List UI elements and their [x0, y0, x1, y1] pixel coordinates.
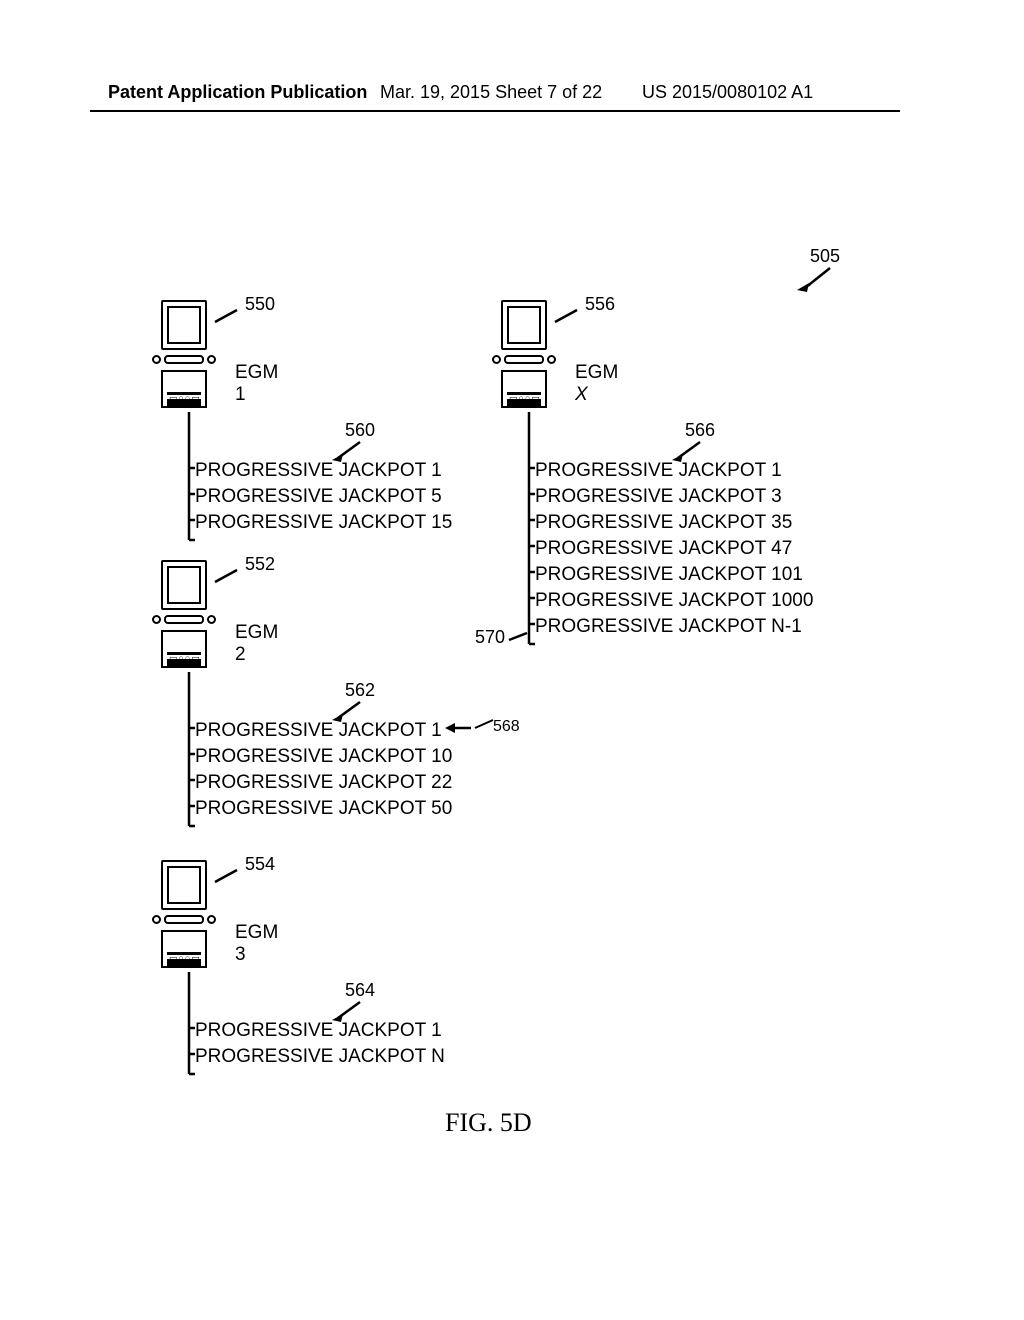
- egmx-icon-lead: [553, 308, 583, 326]
- egm2-icon-lead: [213, 568, 243, 586]
- header-mid: Mar. 19, 2015 Sheet 7 of 22: [380, 82, 602, 103]
- egmx-label: EGM X: [575, 362, 618, 406]
- egm2-jack-4: PROGRESSIVE JACKPOT 50: [195, 796, 452, 822]
- egm2-jackpots: PROGRESSIVE JACKPOT 1 PROGRESSIVE JACKPO…: [195, 718, 452, 822]
- egm3-ref-list: 564: [345, 980, 375, 1001]
- egmx-ref-icon: 556: [585, 294, 615, 315]
- egm1-label: EGM 1: [235, 362, 278, 406]
- egmx-jack-5: PROGRESSIVE JACKPOT 101: [535, 562, 813, 588]
- egm1-icon-lead: [213, 308, 243, 326]
- ref-505: 505: [810, 246, 840, 267]
- egm1-jack-3: PROGRESSIVE JACKPOT 15: [195, 510, 452, 536]
- egm3-bracket: [183, 972, 195, 1078]
- figure-caption: FIG. 5D: [445, 1108, 532, 1138]
- ref-568-lead: [473, 718, 495, 734]
- egm3-jack-2: PROGRESSIVE JACKPOT N: [195, 1044, 445, 1070]
- header-left: Patent Application Publication: [108, 82, 367, 103]
- egm2-jack-3: PROGRESSIVE JACKPOT 22: [195, 770, 452, 796]
- egmx-label-prefix: EGM: [575, 362, 618, 383]
- egm3-icon: ▭○○▭: [155, 860, 213, 968]
- egmx-jack-1: PROGRESSIVE JACKPOT 1: [535, 458, 813, 484]
- egmx-jack-4: PROGRESSIVE JACKPOT 47: [535, 536, 813, 562]
- egm2-label: EGM 2: [235, 622, 278, 666]
- egm1-ref-list: 560: [345, 420, 375, 441]
- egmx-label-x: X: [575, 384, 588, 405]
- egmx-jackpots: PROGRESSIVE JACKPOT 1 PROGRESSIVE JACKPO…: [535, 458, 813, 640]
- egmx-jack-6: PROGRESSIVE JACKPOT 1000: [535, 588, 813, 614]
- ref-568-arrow: [445, 720, 473, 736]
- egm2-jack-2: PROGRESSIVE JACKPOT 10: [195, 744, 452, 770]
- egm1-jack-1: PROGRESSIVE JACKPOT 1: [195, 458, 452, 484]
- egm2-jack-1: PROGRESSIVE JACKPOT 1: [195, 718, 452, 744]
- egm1-icon: ▭○○▭: [155, 300, 213, 408]
- egmx-ref-list: 566: [685, 420, 715, 441]
- egmx-jack-3: PROGRESSIVE JACKPOT 35: [535, 510, 813, 536]
- egmx-bracket: [523, 412, 535, 648]
- egm1-jack-2: PROGRESSIVE JACKPOT 5: [195, 484, 452, 510]
- egm3-icon-lead: [213, 868, 243, 886]
- egm3-jack-1: PROGRESSIVE JACKPOT 1: [195, 1018, 445, 1044]
- egm3-ref-icon: 554: [245, 854, 275, 875]
- egm2-ref-icon: 552: [245, 554, 275, 575]
- ref-570-lead: [507, 630, 529, 644]
- egm2-bracket: [183, 672, 195, 830]
- egmx-jack-2: PROGRESSIVE JACKPOT 3: [535, 484, 813, 510]
- egm3-jackpots: PROGRESSIVE JACKPOT 1 PROGRESSIVE JACKPO…: [195, 1018, 445, 1070]
- ref-570: 570: [475, 627, 505, 648]
- egm1-ref-icon: 550: [245, 294, 275, 315]
- ref-505-lead: [795, 266, 835, 292]
- egmx-icon: ▭○○▭: [495, 300, 553, 408]
- egm1-bracket: [183, 412, 195, 544]
- egm2-ref-list: 562: [345, 680, 375, 701]
- header-rule: [90, 110, 900, 112]
- ref-568: 568: [493, 718, 520, 736]
- egmx-jack-7: PROGRESSIVE JACKPOT N-1: [535, 614, 813, 640]
- header-right: US 2015/0080102 A1: [642, 82, 813, 103]
- egm2-icon: ▭○○▭: [155, 560, 213, 668]
- egm1-jackpots: PROGRESSIVE JACKPOT 1 PROGRESSIVE JACKPO…: [195, 458, 452, 536]
- egm3-label: EGM 3: [235, 922, 278, 966]
